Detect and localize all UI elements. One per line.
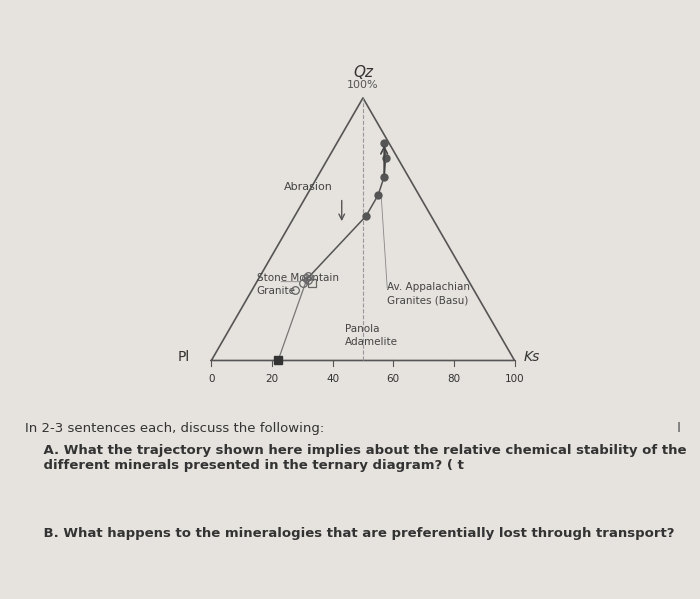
Text: A. What the trajectory shown here implies about the relative chemical stability : A. What the trajectory shown here implie… (25, 444, 686, 473)
Text: I: I (677, 421, 681, 435)
Text: 100: 100 (505, 374, 524, 384)
Text: 60: 60 (386, 374, 400, 384)
Text: 100%: 100% (347, 80, 379, 90)
Text: Abrasion: Abrasion (284, 181, 332, 192)
Text: Qz: Qz (353, 65, 373, 80)
Text: In 2-3 sentences each, discuss the following:: In 2-3 sentences each, discuss the follo… (25, 422, 323, 435)
Text: Stone Mountain
Granite: Stone Mountain Granite (257, 273, 339, 297)
Text: 80: 80 (447, 374, 461, 384)
Text: Panola
Adamelite: Panola Adamelite (345, 324, 398, 347)
Text: 40: 40 (326, 374, 340, 384)
Text: 0: 0 (208, 374, 215, 384)
Text: 20: 20 (265, 374, 279, 384)
Text: Pl: Pl (178, 350, 190, 364)
Text: B. What happens to the mineralogies that are preferentially lost through transpo: B. What happens to the mineralogies that… (25, 527, 674, 540)
Text: Ks: Ks (524, 350, 540, 364)
Text: Av. Appalachian
Granites (Basu): Av. Appalachian Granites (Basu) (387, 282, 470, 305)
